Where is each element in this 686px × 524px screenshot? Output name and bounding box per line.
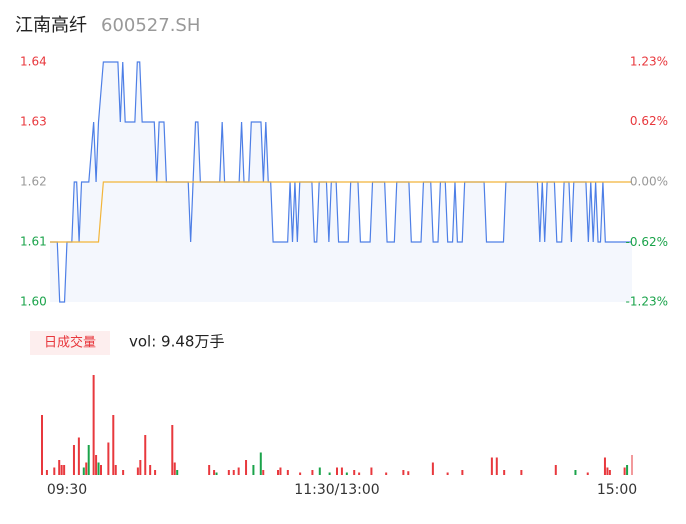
volume-bar bbox=[58, 460, 61, 475]
y2-tick-label: 0.62% bbox=[630, 114, 668, 128]
volume-total: vol: 9.48万手 bbox=[129, 333, 224, 351]
volume-bar bbox=[208, 465, 211, 475]
volume-bar bbox=[60, 465, 63, 475]
volume-bar bbox=[623, 467, 626, 475]
volume-bar bbox=[606, 467, 609, 475]
volume-bar bbox=[122, 470, 125, 475]
volume-bar bbox=[114, 465, 117, 475]
volume-bar bbox=[77, 437, 80, 475]
volume-bar bbox=[252, 465, 255, 475]
volume-bar bbox=[277, 470, 279, 475]
volume-bar bbox=[41, 415, 43, 475]
volume-bar bbox=[608, 470, 611, 475]
y2-tick-label: 1.23% bbox=[630, 55, 668, 69]
volume-bar bbox=[279, 467, 282, 475]
volume-bar bbox=[139, 460, 142, 475]
volume-bar bbox=[237, 467, 240, 475]
volume-bar bbox=[461, 470, 464, 475]
volume-bar bbox=[586, 472, 589, 475]
volume-bar bbox=[490, 457, 493, 475]
average-line bbox=[50, 181, 632, 243]
volume-bar bbox=[385, 472, 388, 475]
volume-bar bbox=[574, 470, 577, 475]
y2-tick-label: -1.23% bbox=[626, 295, 668, 309]
volume-bar bbox=[149, 465, 152, 475]
x-tick-label: 15:00 bbox=[597, 482, 637, 498]
volume-bar bbox=[232, 470, 235, 475]
x-tick-label: 11:30/13:00 bbox=[294, 482, 379, 498]
volume-bar bbox=[358, 472, 361, 475]
x-tick-label: 09:30 bbox=[47, 482, 87, 498]
volume-bar bbox=[286, 470, 289, 475]
y2-tick-label: -0.62% bbox=[626, 235, 668, 249]
volume-bar bbox=[92, 375, 95, 475]
volume-bar bbox=[213, 470, 216, 475]
volume-bar bbox=[87, 445, 90, 475]
volume-bar bbox=[144, 435, 147, 475]
volume-bar bbox=[136, 467, 139, 475]
y-tick-label: 1.60 bbox=[20, 295, 47, 309]
volume-bar bbox=[95, 455, 98, 475]
volume-bar bbox=[45, 470, 48, 475]
volume-bar bbox=[311, 470, 314, 475]
volume-bar bbox=[259, 452, 262, 475]
volume-bar bbox=[603, 457, 606, 475]
volume-bar bbox=[336, 467, 338, 475]
stock-code: 600527.SH bbox=[101, 15, 200, 36]
volume-bar bbox=[176, 470, 179, 475]
volume-bar bbox=[318, 467, 321, 475]
volume-bar bbox=[262, 470, 265, 475]
volume-bar bbox=[82, 467, 85, 475]
volume-label: 日成交量 bbox=[44, 335, 96, 351]
volume-bar bbox=[63, 465, 66, 475]
volume-bar bbox=[328, 472, 331, 475]
volume-bar bbox=[370, 467, 373, 475]
volume-bar bbox=[402, 470, 405, 475]
volume-bar bbox=[631, 455, 633, 475]
volume-bar bbox=[340, 467, 343, 475]
volume-bar bbox=[227, 470, 230, 475]
volume-bar bbox=[154, 470, 157, 475]
volume-bar bbox=[407, 471, 410, 475]
volume-bar bbox=[100, 465, 102, 475]
y2-tick-label: 0.00% bbox=[630, 175, 668, 189]
volume-bar bbox=[97, 462, 100, 475]
volume-bar bbox=[495, 457, 498, 475]
y-tick-label: 1.64 bbox=[20, 55, 47, 69]
volume-badge bbox=[30, 331, 110, 355]
volume-bar bbox=[446, 472, 449, 475]
volume-bar bbox=[431, 462, 434, 475]
volume-bar bbox=[107, 442, 110, 475]
volume-bar bbox=[353, 470, 356, 475]
volume-bar bbox=[626, 465, 629, 475]
volume-bar bbox=[173, 462, 176, 475]
volume-bar bbox=[72, 445, 75, 475]
y-tick-label: 1.61 bbox=[20, 235, 47, 249]
volume-bar bbox=[503, 470, 506, 475]
volume-bar bbox=[85, 462, 88, 475]
y-tick-label: 1.62 bbox=[20, 175, 47, 189]
y-tick-label: 1.63 bbox=[20, 115, 47, 129]
volume-bar bbox=[520, 470, 523, 475]
volume-bar bbox=[345, 472, 348, 475]
volume-bar bbox=[171, 425, 174, 475]
stock-name: 江南高纤 bbox=[15, 15, 87, 36]
volume-bar bbox=[554, 465, 557, 475]
volume-bar bbox=[112, 415, 115, 475]
volume-bar bbox=[299, 472, 302, 475]
volume-bar bbox=[215, 472, 218, 475]
volume-bar bbox=[53, 467, 56, 475]
volume-bar bbox=[245, 460, 248, 475]
